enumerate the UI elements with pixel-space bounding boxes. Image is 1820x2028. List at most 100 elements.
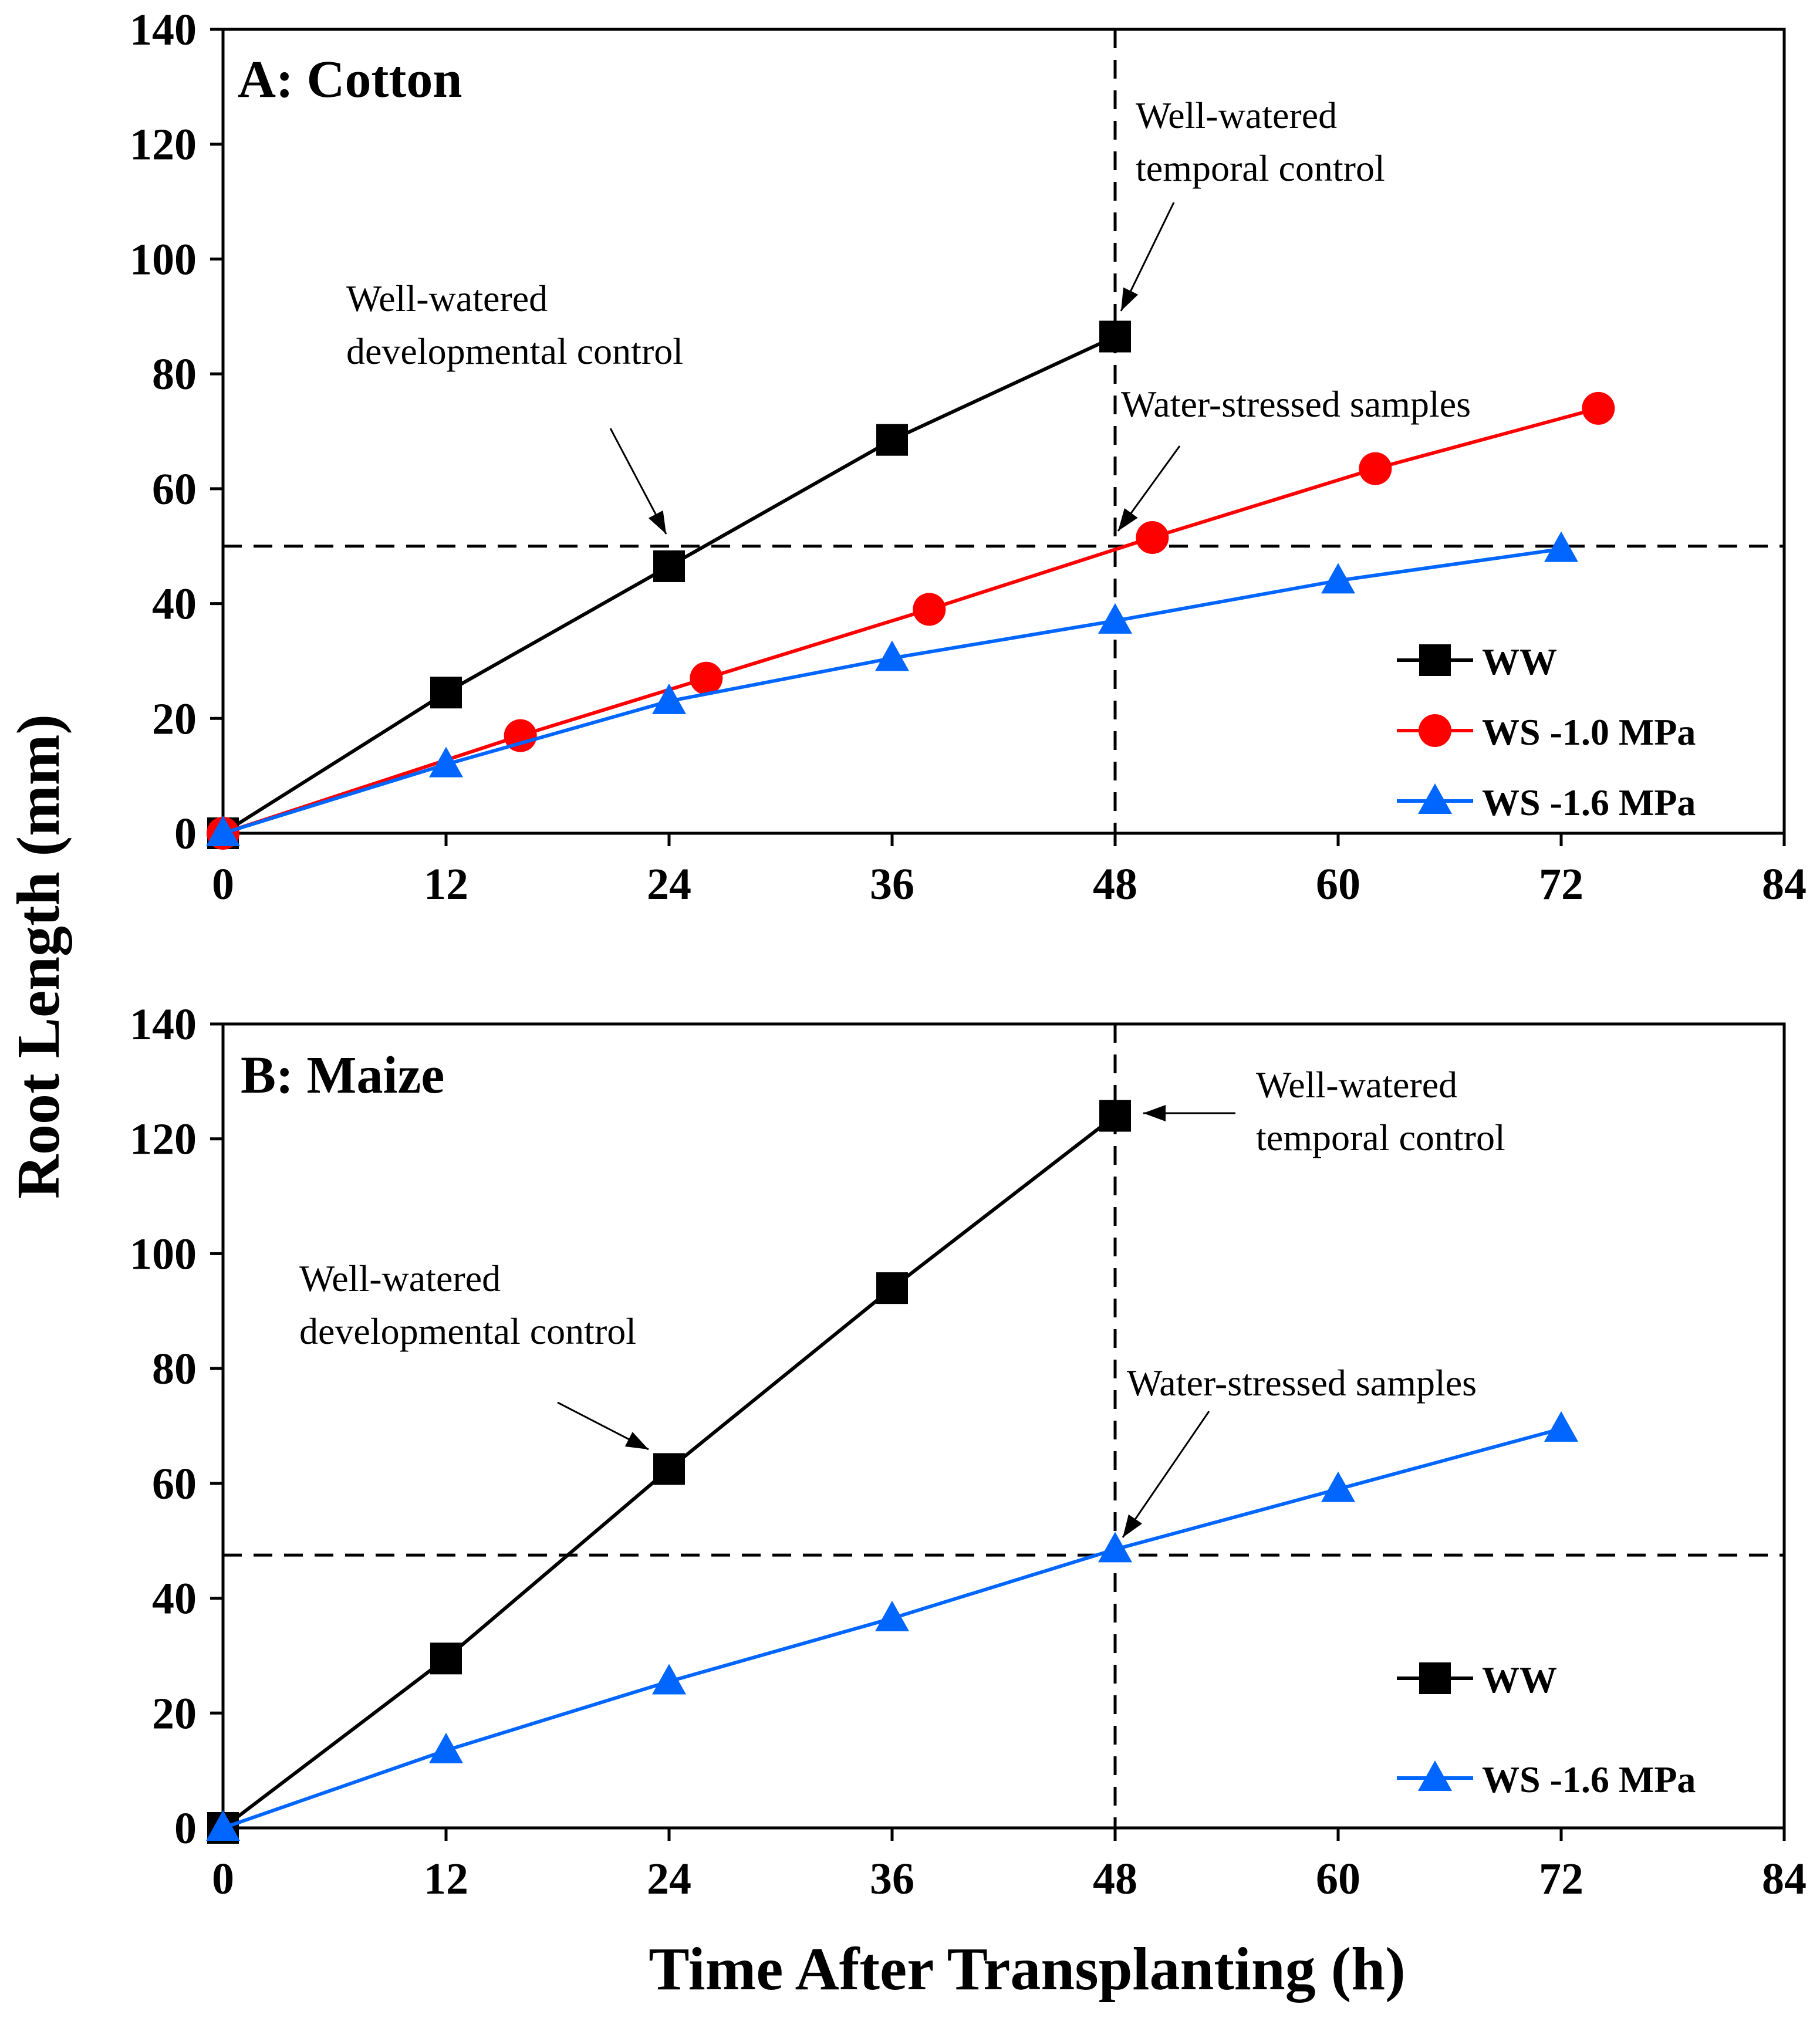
data-point [206, 816, 240, 846]
annotation: Well-watered temporal control [1120, 94, 1385, 312]
annotation-text: temporal control [1136, 147, 1385, 189]
x-tick-label: 72 [1539, 1854, 1583, 1904]
annotation-arrow-line [1122, 1411, 1210, 1538]
y-tick-label: 100 [130, 235, 197, 284]
y-tick-label: 0 [174, 1804, 197, 1853]
data-point [653, 550, 685, 582]
y-tick-label: 140 [130, 5, 197, 55]
data-point [690, 661, 723, 695]
x-tick-label: 84 [1762, 1854, 1807, 1904]
x-tick-label: 72 [1539, 860, 1583, 909]
plot-frame [221, 28, 1786, 835]
data-point [875, 640, 909, 671]
annotation-text: temporal control [1256, 1117, 1505, 1158]
series-line [222, 547, 1562, 835]
annotation-text: Water-stressed samples [1121, 383, 1471, 425]
legend-entry: WS -1.0 MPa [1397, 711, 1696, 753]
annotation-text: developmental control [346, 330, 683, 372]
series-ws-1-0-mpa [207, 391, 1615, 850]
y-tick-label: 40 [152, 580, 197, 629]
annotation-arrowhead [1118, 508, 1138, 531]
series-ws-1-6-mpa [206, 531, 1578, 846]
x-tick-label: 24 [647, 860, 691, 909]
data-point [1321, 1471, 1355, 1502]
x-tick-label: 48 [1093, 860, 1137, 909]
data-point [1099, 320, 1131, 353]
legend-entry: WS -1.6 MPa [1397, 782, 1696, 823]
y-axis-title: Root Length (mm) [5, 714, 72, 1199]
data-point [430, 1642, 462, 1675]
legend: WW WS -1.6 MPa [1397, 1659, 1696, 1800]
y-tick-label: 80 [152, 350, 197, 399]
y-tick-label: 120 [130, 1115, 197, 1164]
annotation: Well-watered developmental control [346, 278, 683, 535]
annotation: Water-stressed samples [1117, 383, 1471, 532]
data-point [1544, 531, 1578, 562]
legend-marker [1419, 1662, 1451, 1694]
series-ww [207, 320, 1131, 849]
y-tick-label: 60 [152, 1459, 197, 1509]
annotation: Water-stressed samples [1122, 1362, 1477, 1538]
data-point [1098, 603, 1132, 634]
data-point [1582, 391, 1615, 425]
legend-label: WW [1482, 641, 1557, 682]
data-point [1321, 563, 1355, 594]
legend-label: WW [1482, 1659, 1557, 1701]
chart-panel-2: 0 20 40 60 80 100 120 140 0 12 24 36 48 60 72 84 B: Maiz… [130, 1000, 1807, 1904]
annotation-text: Well-watered [346, 278, 548, 319]
annotation-arrowhead [624, 1432, 649, 1449]
y-tick-label: 40 [152, 1574, 197, 1624]
x-tick-label: 36 [870, 1854, 914, 1904]
data-point [1136, 521, 1169, 555]
y-tick-label: 20 [152, 1689, 197, 1738]
annotation-text: Well-watered [299, 1258, 501, 1299]
data-point [430, 677, 462, 709]
data-point [875, 1600, 909, 1631]
x-tick-label: 12 [424, 860, 468, 909]
legend-entry: WW [1397, 641, 1557, 682]
data-point [1359, 452, 1392, 485]
data-point [652, 1664, 686, 1695]
data-point [1544, 1411, 1578, 1442]
series-line [222, 334, 1116, 835]
annotation-arrowhead [1121, 287, 1139, 311]
legend: WW WS -1.0 MPa WS -1.6 MPa [1397, 641, 1696, 823]
x-tick-label: 0 [212, 1854, 234, 1904]
plot-frame [221, 1022, 1786, 1830]
legend-label: WS -1.0 MPa [1482, 711, 1696, 753]
y-tick-label: 120 [130, 120, 197, 170]
x-axis-title: Time After Transplanting (h) [649, 1935, 1406, 2003]
x-tick-label: 36 [870, 860, 914, 909]
data-point [652, 683, 686, 714]
annotation-arrowhead [648, 510, 666, 534]
annotation: Well-watered developmental control [299, 1258, 649, 1451]
data-point [876, 1272, 908, 1304]
y-tick-label: 0 [174, 809, 197, 858]
data-point [876, 424, 908, 456]
data-point [913, 593, 946, 626]
legend-marker [1418, 783, 1452, 814]
annotation-arrowhead [1143, 1105, 1166, 1121]
y-tick-label: 100 [130, 1229, 197, 1279]
series-ws-1-6-mpa [206, 1411, 1578, 1841]
legend-marker [1419, 714, 1451, 747]
annotation-text: Well-watered [1256, 1064, 1457, 1106]
x-tick-label: 60 [1316, 1854, 1360, 1904]
annotation-text: Well-watered [1136, 94, 1337, 136]
series-ww [207, 1100, 1131, 1844]
y-tick-label: 20 [152, 694, 197, 743]
legend-label: WS -1.6 MPa [1482, 782, 1696, 823]
x-tick-label: 0 [212, 860, 234, 909]
y-tick-label: 60 [152, 465, 197, 514]
y-tick-label: 80 [152, 1344, 197, 1394]
data-point [429, 1732, 463, 1763]
legend-marker [1419, 644, 1451, 676]
annotation-arrowhead [1123, 1514, 1143, 1537]
data-point [1099, 1100, 1131, 1132]
legend-marker [1418, 1760, 1452, 1791]
annotation-text: Water-stressed samples [1127, 1362, 1477, 1404]
annotation-text: developmental control [299, 1310, 636, 1352]
legend-entry: WS -1.6 MPa [1397, 1759, 1696, 1800]
panel-title: B: Maize [241, 1046, 444, 1104]
